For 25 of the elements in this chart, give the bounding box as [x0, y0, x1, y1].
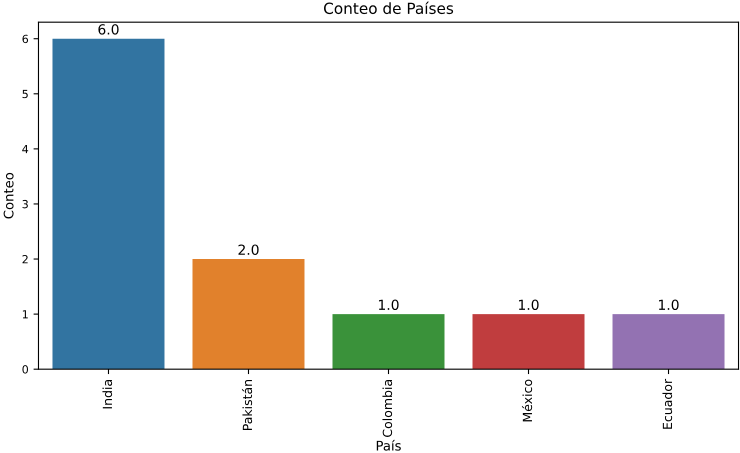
y-axis-title: Conteo — [4, 172, 14, 218]
x-tick-label: México — [522, 380, 532, 422]
x-tick-label: Pakistán — [242, 380, 252, 430]
y-tick-label: 5 — [22, 90, 28, 98]
data-label: 1.0 — [518, 300, 539, 310]
y-tick-label: 6 — [22, 34, 28, 44]
bar — [52, 38, 164, 370]
bar — [332, 314, 445, 370]
bar — [192, 259, 304, 370]
y-tick-label: 3 — [22, 200, 28, 208]
x-tick-label: Colombia — [382, 380, 392, 437]
x-tick-label: India — [102, 380, 112, 408]
y-tick-label: 2 — [22, 255, 28, 264]
bar — [612, 314, 725, 370]
y-tick-label: 1 — [22, 310, 28, 318]
data-label: 6.0 — [98, 24, 119, 35]
y-tick-label: 0 — [22, 365, 28, 374]
x-axis-title: País — [376, 440, 401, 451]
chart-title: Conteo de Países — [324, 2, 454, 14]
data-label: 1.0 — [659, 300, 679, 310]
bar — [472, 314, 585, 370]
x-tick-label: Ecuador — [662, 378, 672, 429]
y-tick-label: 4 — [22, 145, 28, 154]
data-label: 2.0 — [238, 244, 259, 255]
data-label: 1.0 — [378, 300, 399, 310]
